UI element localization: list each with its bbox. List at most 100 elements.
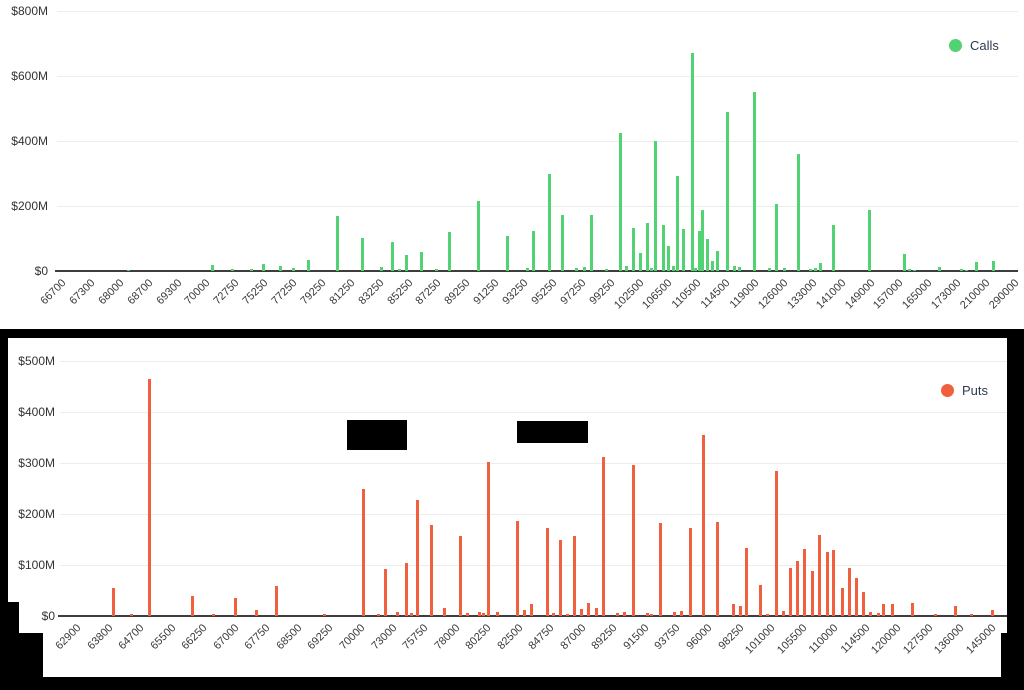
puts-bar bbox=[495, 611, 499, 616]
calls-bar bbox=[126, 269, 130, 271]
calls-bar bbox=[753, 92, 757, 271]
calls-bar bbox=[250, 269, 254, 271]
puts-bar bbox=[602, 456, 606, 616]
calls-y-tick-label: $800M bbox=[11, 4, 48, 18]
calls-x-tick-label: 91250 bbox=[471, 277, 502, 308]
puts-bar bbox=[623, 612, 627, 616]
calls-bar bbox=[547, 173, 551, 271]
calls-y-tick-label: $0 bbox=[34, 264, 48, 278]
puts-bar bbox=[810, 571, 814, 616]
calls-bar bbox=[716, 251, 720, 271]
puts-bar bbox=[376, 613, 380, 616]
puts-bar bbox=[688, 528, 692, 616]
calls-bar bbox=[476, 200, 480, 271]
calls-x-tick-label: 157000 bbox=[871, 277, 906, 312]
puts-bar bbox=[795, 560, 799, 616]
calls-bar bbox=[361, 237, 365, 271]
calls-bar bbox=[526, 267, 530, 271]
calls-bar bbox=[405, 255, 409, 271]
calls-x-axis-line bbox=[55, 270, 1018, 272]
puts-bar bbox=[443, 608, 447, 616]
puts-y-tick-label: $0 bbox=[41, 609, 55, 623]
calls-bar bbox=[306, 259, 310, 271]
calls-bar bbox=[434, 269, 438, 271]
frame-notch bbox=[1001, 633, 1007, 677]
calls-bar bbox=[908, 269, 912, 271]
puts-bar bbox=[802, 548, 806, 616]
calls-bar bbox=[813, 268, 817, 271]
calls-bar bbox=[561, 215, 565, 271]
puts-redaction-box bbox=[347, 420, 407, 451]
puts-bar bbox=[645, 613, 649, 616]
calls-bar bbox=[960, 269, 964, 271]
calls-x-tick-label: 89250 bbox=[442, 277, 473, 308]
calls-bar bbox=[231, 269, 235, 271]
calls-bar bbox=[796, 154, 800, 271]
calls-x-tick-label: 87250 bbox=[413, 277, 444, 308]
calls-bar bbox=[832, 224, 836, 271]
puts-bar bbox=[825, 552, 829, 616]
calls-gridline bbox=[57, 11, 1018, 12]
puts-bar bbox=[745, 547, 749, 616]
calls-x-tick-label: 173000 bbox=[929, 277, 964, 312]
calls-x-tick-label: 141000 bbox=[813, 277, 849, 312]
legend-calls[interactable]: Calls bbox=[949, 38, 999, 53]
calls-bar bbox=[671, 266, 675, 271]
puts-bar bbox=[933, 613, 937, 616]
calls-bar bbox=[783, 268, 787, 271]
calls-gridline bbox=[57, 206, 1018, 207]
calls-x-tick-label: 290000 bbox=[987, 277, 1022, 312]
calls-bar bbox=[618, 132, 622, 271]
puts-legend-dot-icon bbox=[941, 384, 954, 397]
calls-bar bbox=[964, 269, 968, 271]
calls-y-tick-label: $600M bbox=[11, 69, 48, 83]
puts-bar bbox=[465, 612, 469, 616]
calls-bar bbox=[398, 269, 402, 271]
calls-bar bbox=[913, 269, 917, 271]
calls-bar bbox=[992, 260, 996, 271]
calls-bar bbox=[278, 266, 282, 271]
calls-bar bbox=[694, 267, 698, 271]
calls-x-tick-label: 70000 bbox=[182, 277, 213, 308]
calls-x-tick-label: 66700 bbox=[38, 277, 69, 308]
puts-chart-card bbox=[8, 338, 1007, 677]
calls-x-tick-label: 79250 bbox=[298, 277, 329, 308]
frame-notch bbox=[0, 602, 19, 633]
puts-bar bbox=[559, 539, 563, 616]
puts-bar bbox=[361, 488, 365, 616]
puts-bar bbox=[233, 598, 237, 616]
puts-bar bbox=[405, 563, 409, 616]
puts-gridline bbox=[60, 565, 1007, 566]
calls-x-tick-label: 69300 bbox=[153, 277, 184, 308]
legend-puts[interactable]: Puts bbox=[941, 383, 988, 398]
puts-bar bbox=[545, 528, 549, 616]
puts-bar bbox=[565, 614, 569, 616]
puts-gridline bbox=[60, 463, 1007, 464]
calls-bar bbox=[706, 238, 710, 271]
puts-y-tick-label: $400M bbox=[18, 405, 55, 419]
calls-x-tick-label: 68000 bbox=[96, 277, 127, 308]
puts-bar bbox=[861, 591, 865, 616]
calls-x-tick-label: 133000 bbox=[784, 277, 820, 312]
calls-bar bbox=[938, 267, 942, 271]
calls-bar bbox=[682, 229, 686, 271]
puts-bar bbox=[766, 613, 770, 616]
calls-x-tick-label: 77250 bbox=[269, 277, 300, 308]
puts-y-tick-label: $500M bbox=[18, 354, 55, 368]
puts-bar bbox=[147, 378, 151, 616]
puts-bar bbox=[739, 606, 743, 616]
calls-bar bbox=[379, 267, 383, 271]
calls-y-tick-label: $400M bbox=[11, 134, 48, 148]
calls-x-tick-label: 106500 bbox=[640, 277, 675, 312]
calls-x-tick-label: 210000 bbox=[958, 277, 993, 312]
puts-bar bbox=[876, 613, 880, 616]
calls-bar bbox=[903, 253, 907, 271]
puts-bar bbox=[523, 609, 527, 616]
calls-bar bbox=[448, 232, 452, 271]
puts-bar bbox=[129, 614, 133, 616]
calls-x-tick-label: 83250 bbox=[356, 277, 387, 308]
calls-x-tick-label: 165000 bbox=[900, 277, 935, 312]
puts-bar bbox=[595, 607, 599, 616]
calls-bar bbox=[676, 176, 680, 271]
calls-bar bbox=[582, 267, 586, 271]
